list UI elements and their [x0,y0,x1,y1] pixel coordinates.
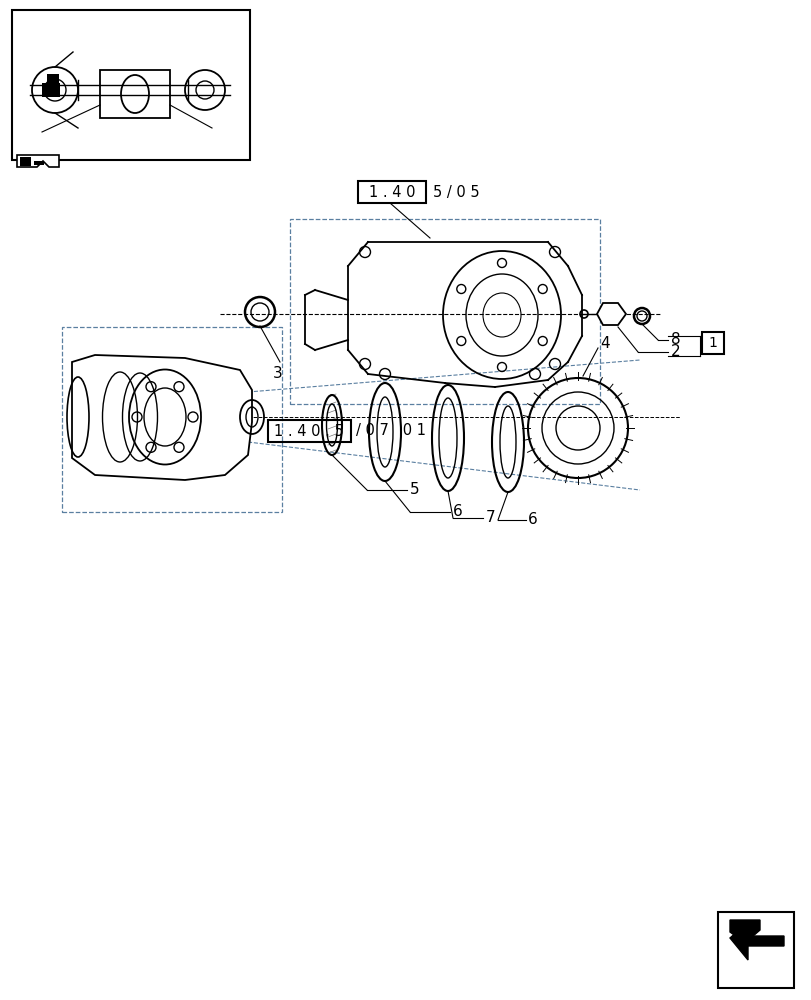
Polygon shape [72,355,251,480]
Bar [34,161,44,165]
Bar [12,10,250,160]
Polygon shape [596,303,625,325]
Text: / 0 7   0 1: / 0 7 0 1 [355,424,426,438]
Bar [717,912,793,988]
Polygon shape [17,155,59,167]
Text: 5: 5 [410,483,419,497]
Bar [100,70,169,118]
Bar [42,83,60,97]
Bar [268,420,350,442]
Text: 3: 3 [272,366,282,381]
Text: 4: 4 [599,336,609,352]
Text: 2: 2 [670,344,680,360]
Text: 8: 8 [670,332,680,348]
Text: 1: 1 [708,336,717,350]
Text: 6: 6 [453,504,462,520]
Text: 5 / 0 5: 5 / 0 5 [432,185,479,200]
Bar [358,181,426,203]
Bar [47,74,59,83]
Text: 7: 7 [486,510,495,526]
Polygon shape [729,922,783,960]
Text: 6: 6 [527,512,537,528]
Text: 1 . 4 0: 1 . 4 0 [368,185,414,200]
Bar [62,327,281,512]
Bar [20,157,31,166]
Polygon shape [729,920,759,943]
Text: 1 . 4 0 . 5: 1 . 4 0 . 5 [274,424,343,438]
Bar [290,219,599,404]
Bar [702,332,723,354]
